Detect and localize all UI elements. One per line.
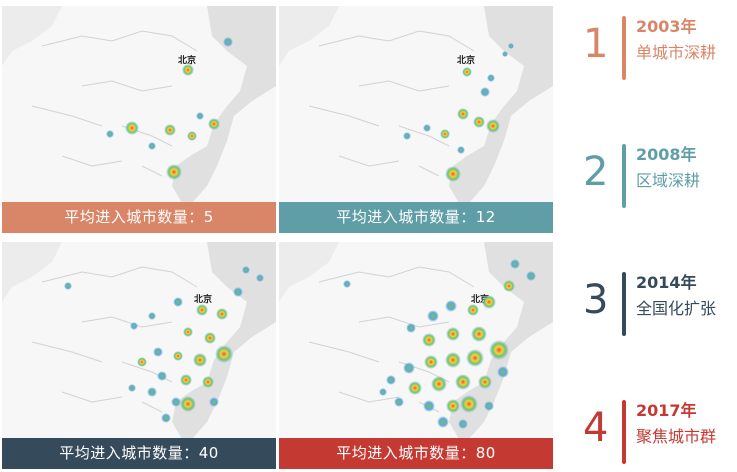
- timeline-number: 3: [583, 277, 609, 323]
- heat-spots: [403, 43, 514, 182]
- timeline-item-4: 4 2017年 聚焦城市群: [580, 392, 737, 472]
- timeline-bar: [622, 144, 626, 208]
- timeline-desc: 全国化扩张: [636, 299, 717, 318]
- panel-caption: 平均进入城市数量：12: [279, 202, 553, 233]
- map-panel-2008: 北京 平均进入城市数量：12: [279, 6, 553, 233]
- panel-caption: 平均进入城市数量：5: [2, 202, 276, 233]
- timeline-desc: 单城市深耕: [636, 43, 717, 62]
- beijing-label: 北京: [178, 54, 196, 66]
- timeline-item-3: 3 2014年 全国化扩张: [580, 264, 737, 344]
- heat-spots: [64, 266, 264, 423]
- timeline-year: 2003年: [636, 17, 697, 36]
- china-heatmap-2014: 北京: [2, 242, 276, 469]
- timeline-bar: [622, 400, 626, 464]
- china-heatmap-2008: 北京: [279, 6, 553, 233]
- timeline-year: 2014年: [636, 273, 697, 292]
- china-heatmap-2003: 北京: [2, 6, 276, 233]
- heat-spots: [106, 37, 233, 180]
- timeline-bar: [622, 16, 626, 80]
- map-panel-2003: 北京 平均进入城市数量：5: [2, 6, 276, 233]
- timeline-bar: [622, 272, 626, 336]
- panel-caption: 平均进入城市数量：80: [279, 438, 553, 469]
- timeline-desc: 聚焦城市群: [636, 427, 717, 446]
- timeline-desc: 区域深耕: [636, 171, 701, 190]
- timeline-item-1: 1 2003年 单城市深耕: [580, 8, 737, 88]
- map-panel-2014: 北京 平均进入城市数: [2, 242, 276, 469]
- timeline-year: 2017年: [636, 401, 697, 420]
- beijing-label: 北京: [194, 293, 212, 305]
- china-heatmap-2017: 北京: [279, 242, 553, 469]
- beijing-label: 北京: [457, 54, 475, 66]
- timeline-number: 2: [583, 149, 609, 195]
- timeline-number: 1: [583, 21, 609, 67]
- timeline-item-2: 2 2008年 区域深耕: [580, 136, 737, 216]
- panel-caption: 平均进入城市数量：40: [2, 438, 276, 469]
- timeline-number: 4: [583, 405, 609, 451]
- heat-spots: [343, 259, 536, 429]
- map-panel-2017: 北京: [279, 242, 553, 469]
- timeline-year: 2008年: [636, 145, 697, 164]
